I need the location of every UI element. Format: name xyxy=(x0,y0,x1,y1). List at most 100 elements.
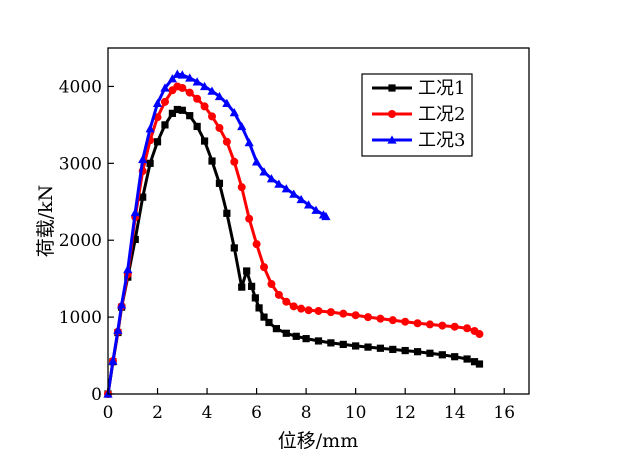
data-point xyxy=(438,351,446,359)
data-point xyxy=(292,332,300,340)
data-point xyxy=(199,81,210,91)
data-point xyxy=(289,189,299,198)
data-point xyxy=(167,74,177,83)
x-tick-label: 16 xyxy=(493,403,515,423)
data-point xyxy=(282,329,290,337)
data-point xyxy=(230,157,239,166)
data-point xyxy=(463,324,472,333)
data-point xyxy=(168,109,176,117)
x-tick-label: 12 xyxy=(394,403,416,423)
data-point xyxy=(274,179,284,188)
data-point xyxy=(161,121,169,129)
data-point xyxy=(303,200,314,209)
data-point xyxy=(178,106,186,114)
y-axis-title: 荷载/kN xyxy=(35,185,57,258)
data-point xyxy=(193,122,201,131)
y-tick-label: 2000 xyxy=(59,231,102,251)
data-point xyxy=(260,263,269,272)
data-point xyxy=(138,154,148,164)
data-point xyxy=(145,124,155,133)
y-tick-label: 4000 xyxy=(59,77,102,97)
legend-label: 工况2 xyxy=(418,104,465,125)
legend-marker xyxy=(388,84,396,92)
data-point xyxy=(178,83,187,92)
data-point xyxy=(146,159,154,167)
x-tick-label: 14 xyxy=(444,403,466,423)
data-point xyxy=(139,193,147,201)
data-point xyxy=(185,88,194,97)
data-point xyxy=(267,280,276,289)
data-point xyxy=(426,349,434,357)
data-point xyxy=(302,335,310,343)
x-tick-label: 8 xyxy=(301,403,312,423)
data-point xyxy=(351,311,360,320)
x-tick-label: 2 xyxy=(152,403,163,423)
data-point xyxy=(113,325,123,334)
data-point xyxy=(260,313,268,321)
data-point xyxy=(265,318,273,327)
data-point xyxy=(463,355,471,363)
data-point xyxy=(214,91,225,101)
data-point xyxy=(200,137,209,145)
data-point xyxy=(243,267,251,275)
x-tick-label: 6 xyxy=(251,403,262,423)
data-point xyxy=(153,138,162,146)
data-point xyxy=(272,325,280,333)
data-point xyxy=(244,137,254,147)
data-point xyxy=(281,184,291,193)
y-tick-label: 3000 xyxy=(59,154,102,174)
data-point xyxy=(259,167,269,176)
data-point xyxy=(451,353,459,361)
data-point xyxy=(274,290,283,299)
data-point xyxy=(388,316,397,325)
data-point xyxy=(413,348,422,356)
data-point xyxy=(251,157,262,166)
data-point xyxy=(223,209,231,217)
data-point xyxy=(185,73,195,82)
data-point xyxy=(131,235,139,244)
data-point xyxy=(186,112,194,120)
data-point xyxy=(311,205,321,214)
data-point xyxy=(152,98,163,108)
data-point xyxy=(237,183,246,192)
data-point xyxy=(314,337,323,345)
x-axis-title: 位移/mm xyxy=(278,430,358,452)
data-point xyxy=(248,282,256,290)
x-tick-label: 0 xyxy=(103,403,114,423)
series-3 xyxy=(103,69,331,398)
series-line xyxy=(106,108,481,395)
data-point xyxy=(108,356,118,365)
x-tick-label: 10 xyxy=(345,403,367,423)
y-tick-label: 1000 xyxy=(59,308,102,328)
legend-label: 工况1 xyxy=(418,78,465,99)
data-point xyxy=(117,300,127,309)
data-point xyxy=(208,112,217,121)
series-layer xyxy=(103,69,484,398)
data-point xyxy=(229,107,239,117)
axis-layer: 0 2 4 6 8 10 12 14 16 0 1000 2000 3000 4000 xyxy=(59,77,515,423)
data-point xyxy=(193,94,202,103)
data-point xyxy=(401,346,409,355)
data-point xyxy=(438,321,447,330)
data-point xyxy=(215,123,224,132)
data-point xyxy=(314,306,323,315)
data-point xyxy=(470,358,479,366)
legend-entry: 工况3 xyxy=(372,130,465,151)
data-point xyxy=(339,340,347,349)
legend-label: 工况3 xyxy=(418,130,465,151)
data-point xyxy=(177,70,187,79)
legend-entry: 工况1 xyxy=(372,78,465,99)
data-point xyxy=(413,319,422,328)
data-point xyxy=(255,304,263,312)
data-point xyxy=(376,344,385,352)
data-point xyxy=(327,339,335,347)
data-point xyxy=(339,309,348,318)
data-point xyxy=(389,345,397,354)
data-point xyxy=(475,360,484,368)
plot-frame xyxy=(107,47,530,395)
legend-marker xyxy=(387,135,397,144)
series-2 xyxy=(104,82,484,398)
data-point xyxy=(326,308,335,317)
data-point xyxy=(200,102,209,111)
